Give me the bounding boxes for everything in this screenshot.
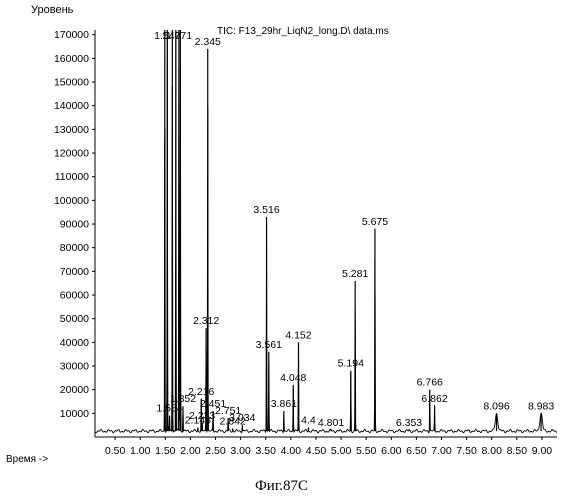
x-tick-label: 7.00 [431, 445, 452, 457]
peak-label: 4.801 [318, 417, 344, 429]
x-tick-label: 7.50 [456, 445, 477, 457]
y-tick-label: 80000 [60, 242, 89, 254]
axes: 10000 20000 30000 40000 50000 60000 70000 80000… [54, 29, 557, 457]
y-tick-label: 160000 [54, 53, 89, 65]
x-tick-label: 2.50 [205, 445, 226, 457]
peak-label: 5.675 [362, 216, 388, 228]
trace-layer [95, 30, 557, 433]
y-tick-label: 120000 [54, 148, 89, 160]
peak-label: 4.4 [301, 415, 316, 427]
x-tick-label: 6.50 [406, 445, 427, 457]
peak-label: 5.194 [338, 358, 364, 370]
x-tick-label: 4.50 [306, 445, 327, 457]
y-tick-label: 90000 [60, 219, 89, 231]
peak-label: 3.861 [271, 398, 297, 410]
x-tick-label: 0.50 [105, 445, 126, 457]
y-tick-label: 60000 [60, 290, 89, 302]
peak-label: 4.152 [285, 329, 311, 341]
y-tick-label: 130000 [54, 124, 89, 136]
peak-label: 3.034 [229, 412, 255, 424]
x-tick-label: 1.50 [155, 445, 176, 457]
peak-label: 3.516 [253, 204, 279, 216]
peak-label: 6.353 [396, 417, 422, 429]
y-tick-label: 170000 [54, 29, 89, 41]
peak-label: 3.561 [256, 339, 282, 351]
peak-label: 2.216 [188, 386, 214, 398]
x-tick-label: 6.00 [381, 445, 402, 457]
x-tick-label: 2.00 [180, 445, 201, 457]
peak-label-layer: 11.5401.5841.7711.8522.1482.2162.2332.31… [154, 30, 554, 429]
peak-label: 8.983 [528, 400, 554, 412]
x-tick-label: 5.50 [356, 445, 377, 457]
peak-label: 8.096 [483, 400, 509, 412]
peak-label: 6.862 [421, 393, 447, 405]
x-tick-label: 8.00 [481, 445, 502, 457]
y-tick-label: 10000 [60, 408, 89, 420]
x-tick-label: 9.00 [532, 445, 553, 457]
y-tick-label: 30000 [60, 361, 89, 373]
peak-label: 6.766 [417, 377, 443, 389]
x-tick-label: 5.00 [331, 445, 352, 457]
peak-label: 2.312 [193, 315, 219, 327]
y-tick-label: 40000 [60, 337, 89, 349]
y-tick-label: 70000 [60, 266, 89, 278]
peak-label: 2.233 [189, 410, 215, 422]
y-tick-label: 150000 [54, 77, 89, 89]
x-tick-label: 3.50 [256, 445, 277, 457]
y-tick-label: 140000 [54, 100, 89, 112]
x-tick-label: 4.00 [281, 445, 302, 457]
y-tick-label: 110000 [55, 171, 89, 183]
y-tick-label: 100000 [54, 195, 89, 207]
peak-label: 4.048 [280, 372, 306, 384]
x-tick-label: 8.50 [507, 445, 528, 457]
peak-label: 1.771 [166, 30, 192, 42]
x-tick-label: 3.00 [230, 445, 251, 457]
peak-label: 2.345 [195, 36, 221, 48]
x-tick-label: 1.00 [130, 445, 151, 457]
y-tick-label: 50000 [60, 313, 89, 325]
peak-label: 5.281 [342, 268, 368, 280]
y-tick-label: 20000 [60, 384, 89, 396]
